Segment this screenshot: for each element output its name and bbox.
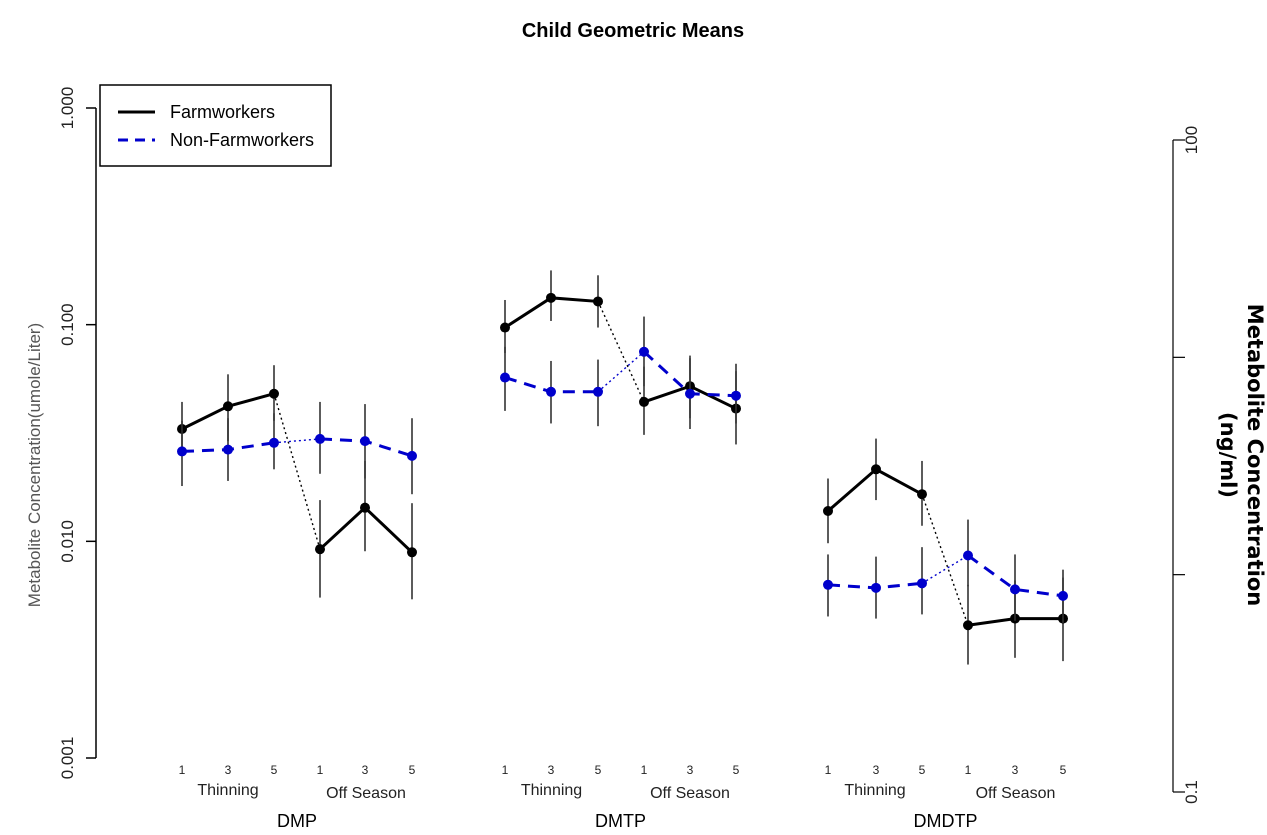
x-tick-label: 5	[1060, 763, 1067, 777]
y-axis-label-right-line-1: Metabolite Concentration	[1243, 304, 1267, 606]
x-tick-label: 1	[502, 763, 509, 777]
group-label: DMTP	[595, 811, 646, 831]
x-tick-label: 5	[733, 763, 740, 777]
series-1-group-1	[500, 316, 741, 429]
x-tick-label: 3	[548, 763, 555, 777]
data-point	[917, 489, 927, 500]
x-axis-labels: 1 3 5 1 3 5 Thinning Off Season DMP 1 3 5 1 3 5 Thinnin…	[179, 763, 1067, 831]
data-point	[731, 390, 741, 401]
period-label-thinning: Thinning	[844, 782, 905, 799]
data-point	[639, 396, 649, 407]
y-axis-label-right-line-2: (ng/ml)	[1216, 412, 1240, 498]
legend: Farmworkers Non-Farmworkers	[99, 84, 332, 167]
data-point	[407, 547, 417, 558]
series-0-group-0	[177, 365, 417, 600]
data-point	[593, 296, 603, 307]
group-label: DMP	[277, 811, 317, 831]
series-1-group-2	[823, 519, 1068, 623]
series-transition-line	[273, 393, 321, 550]
series-line-off-season	[967, 554, 1064, 598]
series-transition-line	[921, 554, 969, 584]
right-axis: 0.1 100	[1172, 126, 1201, 804]
x-tick-label: 1	[825, 763, 832, 777]
x-tick-label: 3	[225, 763, 232, 777]
series-transition-line	[597, 301, 645, 403]
data-point	[500, 372, 510, 383]
left-axis: 0.001 0.010 0.100 1.000	[58, 87, 97, 780]
data-point	[407, 450, 417, 461]
plot-area	[177, 270, 1068, 665]
left-axis-tick-label: 1.000	[58, 87, 77, 130]
x-tick-label: 5	[595, 763, 602, 777]
data-point	[871, 582, 881, 593]
period-label-off-season: Off Season	[326, 785, 406, 802]
chart-title: Child Geometric Means	[522, 20, 744, 42]
series-line-thinning	[827, 467, 923, 513]
group-label: DMDTP	[914, 811, 978, 831]
left-axis-tick-label: 0.010	[58, 520, 77, 563]
x-tick-label: 1	[179, 763, 186, 777]
right-axis-tick-label: 100	[1182, 126, 1201, 154]
legend-label-non-farmworkers: Non-Farmworkers	[170, 130, 314, 150]
left-axis-tick-label: 0.100	[58, 303, 77, 346]
data-point	[546, 292, 556, 303]
data-point	[269, 437, 279, 448]
x-tick-label: 1	[641, 763, 648, 777]
data-point	[315, 544, 325, 555]
series-line-off-season	[318, 505, 414, 554]
series-transition-line	[921, 493, 969, 626]
left-axis-ticks: 0.001 0.010 0.100 1.000	[58, 87, 96, 780]
x-tick-label: 5	[271, 763, 278, 777]
right-axis-tick-label: 0.1	[1182, 780, 1201, 804]
data-point	[639, 346, 649, 357]
data-point	[593, 386, 603, 397]
data-point	[823, 579, 833, 590]
x-tick-label: 5	[919, 763, 926, 777]
x-tick-label: 3	[1012, 763, 1019, 777]
y-axis-label-right: Metabolite Concentration (ng/ml)	[1216, 304, 1267, 606]
x-tick-label: 3	[873, 763, 880, 777]
data-point	[360, 502, 370, 513]
series-0-group-2	[823, 438, 1068, 665]
x-tick-label: 1	[965, 763, 972, 777]
left-axis-tick-label: 0.001	[58, 737, 77, 780]
data-point	[500, 322, 510, 333]
period-label-thinning: Thinning	[197, 782, 258, 799]
data-point	[546, 386, 556, 397]
data-point	[963, 620, 973, 631]
data-point	[963, 550, 973, 561]
data-point	[315, 433, 325, 444]
data-point	[823, 506, 833, 517]
data-point	[223, 444, 233, 455]
data-point	[360, 436, 370, 447]
period-label-thinning: Thinning	[521, 782, 582, 799]
right-axis-ticks: 0.1 100	[1173, 126, 1201, 804]
period-label-off-season: Off Season	[650, 785, 730, 802]
data-point	[223, 401, 233, 412]
x-tick-label: 5	[409, 763, 416, 777]
legend-box	[99, 84, 332, 167]
data-point	[1010, 584, 1020, 595]
series-0-group-1	[500, 270, 741, 445]
y-axis-label-left: Metabolite Concentration(umole/Liter)	[25, 323, 44, 607]
series-transition-line	[597, 351, 645, 393]
data-point	[917, 578, 927, 589]
data-point	[1058, 590, 1068, 601]
series-transition-line	[273, 438, 321, 444]
series-1-group-0	[177, 401, 417, 495]
legend-label-farmworkers: Farmworkers	[170, 102, 275, 122]
x-tick-label: 1	[317, 763, 324, 777]
data-point	[177, 446, 187, 457]
data-point	[685, 388, 695, 399]
x-tick-label: 3	[362, 763, 369, 777]
data-point	[871, 464, 881, 475]
x-tick-label: 3	[687, 763, 694, 777]
period-label-off-season: Off Season	[976, 785, 1056, 802]
data-point	[269, 388, 279, 399]
